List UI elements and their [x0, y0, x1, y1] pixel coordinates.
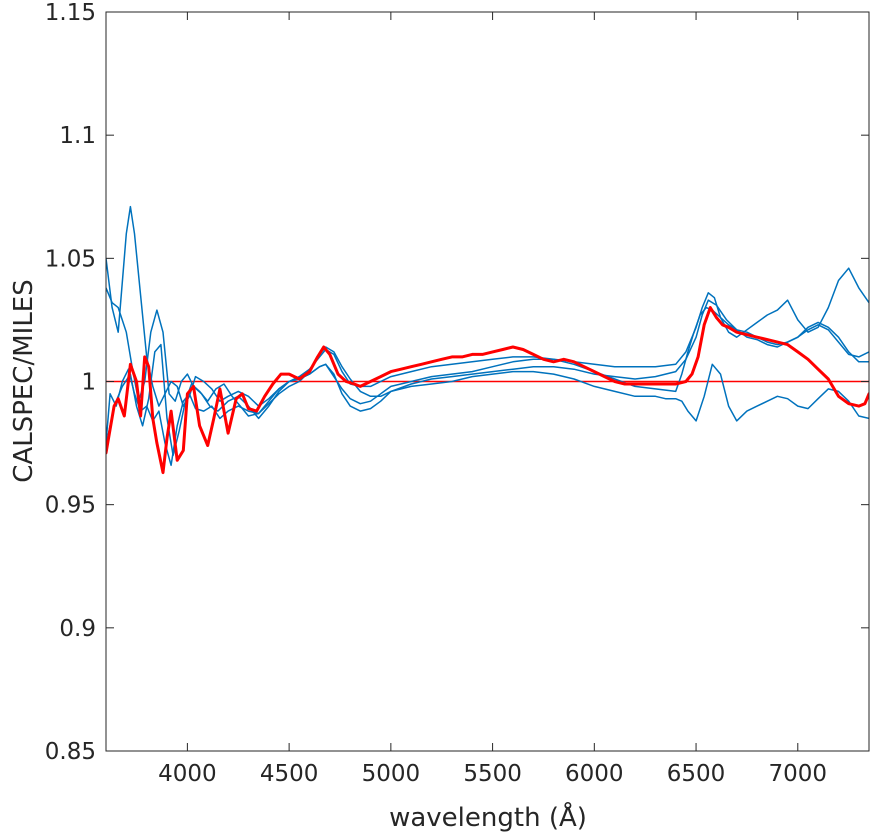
y-tick-label: 1.1: [59, 123, 96, 149]
y-tick-label: 0.9: [59, 616, 96, 642]
y-axis-label: CALSPEC/MILES: [9, 279, 39, 482]
x-tick-label: 4500: [260, 761, 319, 787]
x-tick-label: 6000: [565, 761, 624, 787]
y-tick-label: 1.15: [45, 0, 96, 26]
y-tick-label: 0.85: [45, 739, 96, 765]
x-tick-label: 5000: [362, 761, 421, 787]
series-line-2: [106, 205, 869, 407]
y-tick-label: 1: [81, 370, 96, 396]
y-tick-label: 1.05: [45, 246, 96, 272]
plot-lines: [106, 205, 869, 475]
x-axis-label: wavelength (Å): [389, 801, 587, 833]
x-tick-label: 4000: [158, 761, 217, 787]
series-line-3: [106, 287, 869, 420]
x-tick-label: 7000: [769, 761, 828, 787]
series-line-1: [106, 306, 869, 475]
series-line-5: [106, 343, 869, 457]
y-tick-label: 0.95: [45, 493, 96, 519]
axis-ticks: [106, 11, 869, 752]
axis-tick-labels: 4000 4500 5000 5500 6000 6500 7000 0.85 0.9 0.95 1…: [45, 0, 827, 787]
x-tick-label: 5500: [463, 761, 522, 787]
series-line-4: [106, 306, 869, 467]
x-tick-label: 6500: [667, 761, 726, 787]
